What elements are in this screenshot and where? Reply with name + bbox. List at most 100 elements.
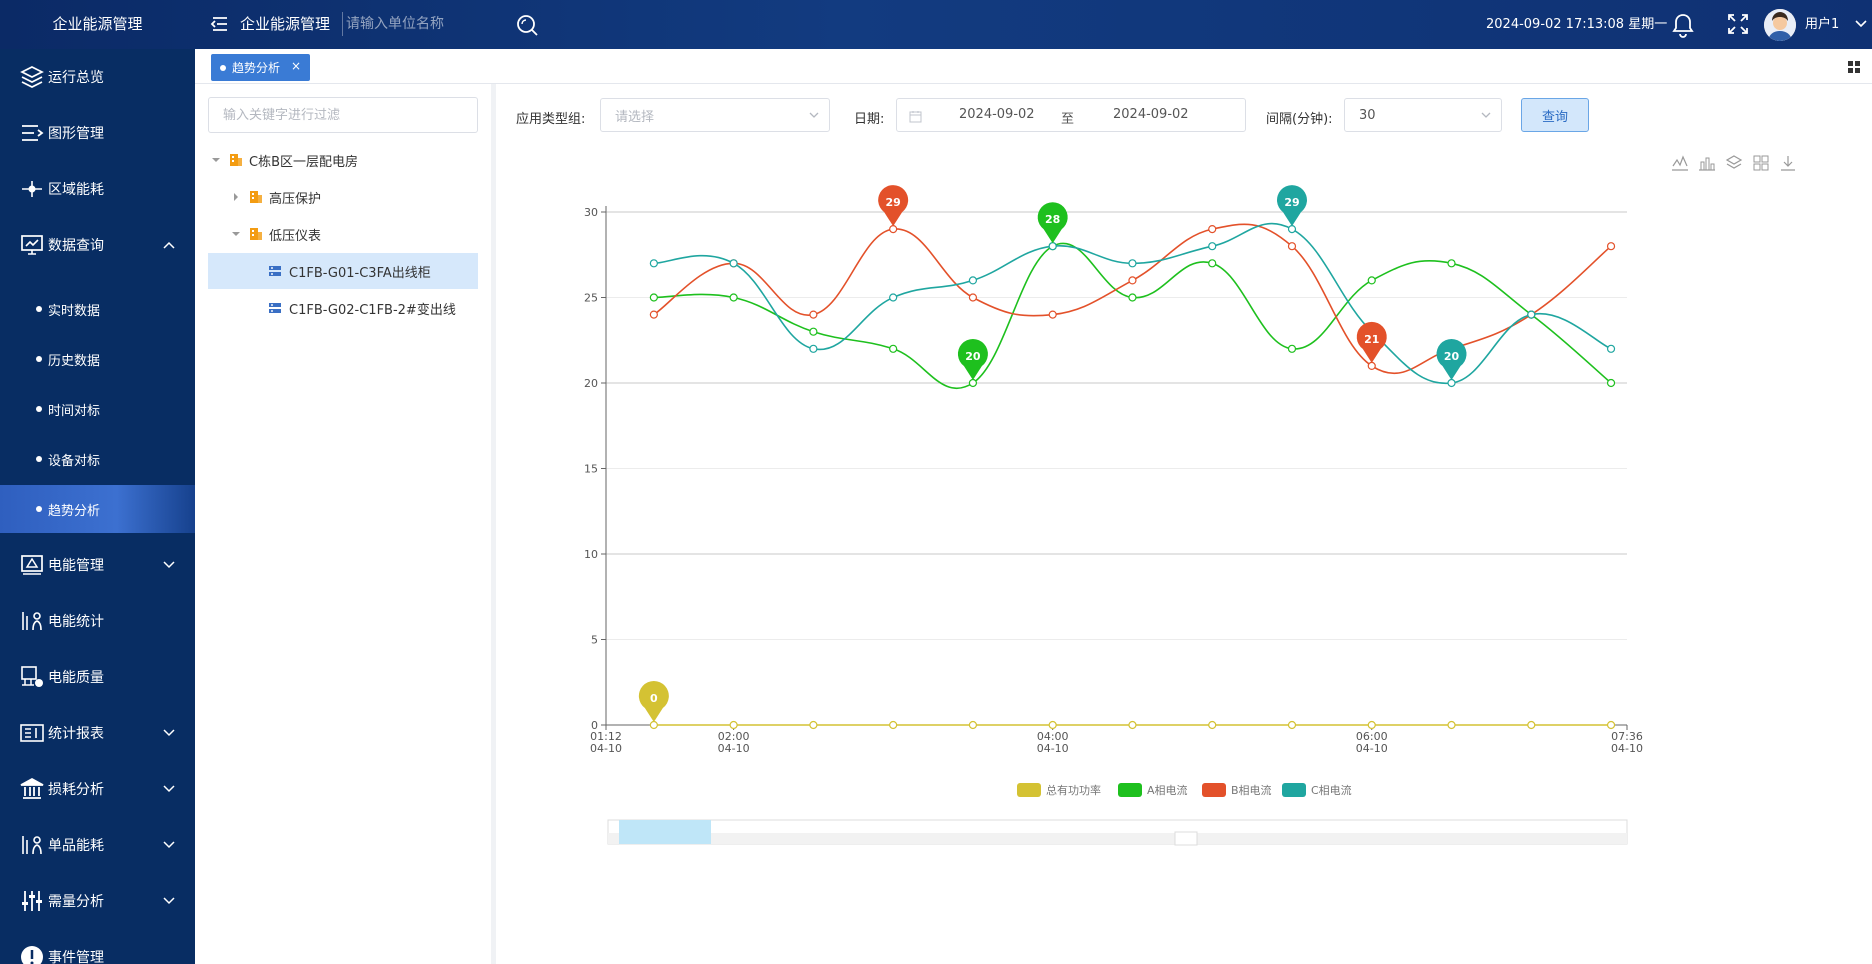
caret-down-icon[interactable]: [231, 229, 241, 239]
legend-label: C相电流: [1311, 783, 1352, 797]
marker-pin: [1037, 202, 1068, 244]
legend-swatch: [1017, 783, 1041, 797]
fullscreen-icon[interactable]: [1726, 12, 1750, 36]
username[interactable]: 用户1: [1805, 17, 1840, 32]
sidebar-subitem-time-benchmark[interactable]: 时间对标: [0, 385, 195, 433]
type-group-select[interactable]: 请选择: [600, 98, 830, 132]
menu-fold-icon[interactable]: [210, 14, 230, 34]
x-tick-label: 02:00: [718, 730, 750, 743]
data-point: [1048, 242, 1057, 251]
sidebar-item-data-query[interactable]: 数据查询: [0, 217, 195, 273]
sidebar-subitem-label: 设备对标: [48, 453, 101, 469]
tab-trend-analysis[interactable]: 趋势分析 ×: [211, 54, 310, 81]
sidebar-item-area-energy[interactable]: 区域能耗: [0, 161, 195, 217]
data-point: [1048, 720, 1057, 730]
data-point: [649, 310, 658, 319]
close-icon[interactable]: ×: [291, 59, 302, 73]
bullet-dot: [36, 356, 42, 362]
sidebar-item-power-stats[interactable]: 电能统计: [0, 593, 195, 649]
tree-node-root[interactable]: C栋B区一层配电房: [208, 142, 478, 178]
data-point: [968, 720, 978, 730]
data-point: [1447, 720, 1456, 730]
sidebar-item-power-quality[interactable]: 电能质量: [0, 649, 195, 705]
x-tick-date-label: 04-10: [1037, 742, 1069, 755]
line-chart-icon[interactable]: [1671, 154, 1689, 172]
data-point: [1128, 720, 1137, 730]
chevron-down-icon: [163, 897, 175, 905]
chevron-down-icon[interactable]: [1855, 19, 1867, 29]
data-point: [1287, 344, 1297, 353]
tree-node-c1fb-g02[interactable]: C1FB-G02-C1FB-2#变出线: [208, 290, 478, 326]
header-title: 企业能源管理: [240, 15, 331, 33]
chevron-down-icon: [809, 112, 819, 118]
monitor-icon: [21, 235, 43, 255]
bell-icon[interactable]: [1671, 12, 1695, 38]
stack-icon[interactable]: [1725, 154, 1743, 172]
unit-search-input[interactable]: [346, 12, 496, 36]
sidebar-item-overview[interactable]: 运行总览: [0, 49, 195, 105]
tree-node-label: 低压仪表: [269, 228, 322, 244]
date-range-picker[interactable]: 2024-09-02 至 2024-09-02: [896, 98, 1246, 132]
data-point: [968, 276, 978, 285]
date-label: 日期:: [854, 112, 885, 127]
legend-label: A相电流: [1147, 783, 1188, 797]
caret-right-icon[interactable]: [231, 192, 241, 202]
data-point: [1128, 293, 1137, 302]
sidebar-subitem-history[interactable]: 历史数据: [0, 335, 195, 383]
server-icon: [269, 266, 281, 276]
tab-label: 趋势分析: [232, 61, 281, 75]
marker-label: 20: [965, 350, 981, 363]
sidebar-subitem-trend-analysis[interactable]: 趋势分析: [0, 485, 195, 533]
tree-node-c1fb-g01[interactable]: C1FB-G01-C3FA出线柜: [208, 253, 478, 289]
marker-pin: [878, 185, 909, 227]
sidebar-item-product-energy[interactable]: 单品能耗: [0, 817, 195, 873]
grid-icon[interactable]: [1847, 60, 1861, 74]
bullet-dot: [36, 506, 42, 512]
sidebar-item-label: 运行总览: [48, 70, 104, 86]
tab-dot: [220, 65, 226, 71]
marker-pin: [1356, 321, 1387, 363]
bar-chart-icon[interactable]: [1698, 154, 1716, 172]
sidebar-subitem-device-benchmark[interactable]: 设备对标: [0, 435, 195, 483]
sidebar-subitem-label: 趋势分析: [48, 503, 101, 519]
marker-label: 29: [886, 196, 901, 209]
interval-select[interactable]: 30: [1344, 98, 1502, 132]
data-point: [889, 293, 898, 302]
interval-label: 间隔(分钟):: [1266, 112, 1333, 127]
zoom-slider-background: [608, 833, 1627, 844]
date-separator: 至: [1061, 112, 1075, 127]
query-button[interactable]: 查询: [1521, 98, 1589, 132]
data-point: [1447, 378, 1456, 388]
top-bar: 企业能源管理 企业能源管理 2024-09-02 17:13:08 星期一 用户…: [0, 0, 1872, 49]
x-tick-label: 04:00: [1037, 730, 1069, 743]
x-tick-date-label: 04-10: [590, 742, 622, 755]
search-icon[interactable]: [515, 13, 539, 37]
sidebar-subitem-realtime[interactable]: 实时数据: [0, 285, 195, 333]
sidebar-item-events[interactable]: 事件管理: [0, 929, 195, 964]
sidebar-item-graphics[interactable]: 图形管理: [0, 105, 195, 161]
trend-chart: 05101520253001:1204-1002:0004-1004:0004-…: [584, 185, 1643, 846]
y-tick-label: 15: [584, 463, 598, 476]
chevron-down-icon: [163, 785, 175, 793]
sidebar-item-power-management[interactable]: 电能管理: [0, 537, 195, 593]
sidebar-item-loss-analysis[interactable]: 损耗分析: [0, 761, 195, 817]
date-start[interactable]: 2024-09-02: [959, 107, 1035, 122]
marker-label: 20: [1444, 350, 1460, 363]
caret-down-icon[interactable]: [211, 155, 221, 165]
sidebar-item-label: 数据查询: [48, 238, 104, 254]
date-end[interactable]: 2024-09-02: [1113, 107, 1189, 122]
y-tick-label: 25: [584, 292, 598, 305]
marker-label: 0: [650, 692, 658, 705]
sidebar-item-reports[interactable]: 统计报表: [0, 705, 195, 761]
tree-filter-input[interactable]: [208, 97, 478, 133]
current-datetime: 2024-09-02 17:13:08 星期一: [1486, 17, 1668, 32]
y-tick-label: 20: [584, 377, 598, 390]
tiled-icon[interactable]: [1752, 154, 1770, 172]
tree-node-lv-meters[interactable]: 低压仪表: [208, 216, 478, 252]
download-icon[interactable]: [1779, 154, 1797, 172]
y-tick-label: 5: [591, 634, 598, 647]
tree-node-hv-protection[interactable]: 高压保护: [208, 179, 478, 215]
avatar[interactable]: [1764, 9, 1796, 41]
sidebar-item-label: 电能统计: [48, 614, 104, 630]
sidebar-item-demand-analysis[interactable]: 需量分析: [0, 873, 195, 929]
